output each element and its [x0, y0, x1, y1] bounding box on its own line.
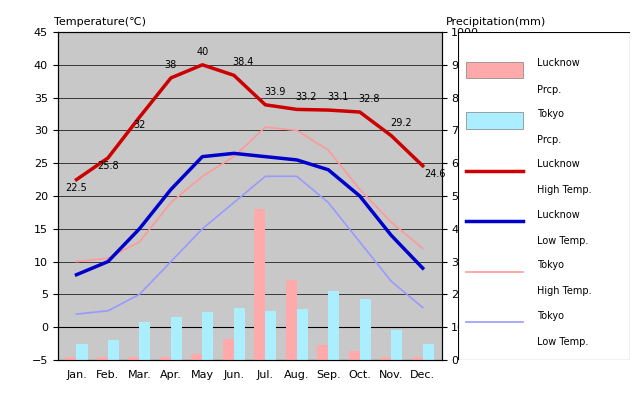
Text: 33.9: 33.9 — [264, 87, 285, 97]
Text: Prcp.: Prcp. — [537, 84, 561, 94]
Text: 24.6: 24.6 — [424, 169, 446, 179]
Text: High Temp.: High Temp. — [537, 286, 592, 296]
Bar — [129, 357, 140, 360]
Text: 32.8: 32.8 — [358, 94, 380, 104]
Text: Lucknow: Lucknow — [537, 58, 580, 68]
Bar — [422, 344, 434, 360]
Text: 32: 32 — [133, 120, 146, 130]
Text: Precipitation(mm): Precipitation(mm) — [445, 17, 546, 27]
Text: 22.5: 22.5 — [66, 183, 88, 193]
Bar — [65, 357, 77, 360]
Bar — [391, 330, 403, 360]
Text: Low Temp.: Low Temp. — [537, 236, 588, 246]
Bar — [223, 339, 234, 360]
Text: Tokyo: Tokyo — [537, 260, 564, 270]
Bar — [77, 344, 88, 360]
FancyBboxPatch shape — [466, 62, 524, 78]
Bar — [360, 299, 371, 360]
Bar — [202, 312, 213, 360]
Bar — [234, 308, 245, 360]
FancyBboxPatch shape — [466, 112, 524, 128]
Text: 38: 38 — [164, 60, 177, 70]
Bar — [191, 354, 202, 360]
Text: Temperature(℃): Temperature(℃) — [54, 17, 146, 27]
Text: Low Temp.: Low Temp. — [537, 337, 588, 347]
Text: 40: 40 — [196, 47, 209, 57]
Text: 33.1: 33.1 — [327, 92, 348, 102]
Text: 29.2: 29.2 — [390, 118, 412, 128]
Text: Lucknow: Lucknow — [537, 159, 580, 169]
Text: Tokyo: Tokyo — [537, 310, 564, 320]
Text: Tokyo: Tokyo — [537, 109, 564, 119]
Text: High Temp.: High Temp. — [537, 186, 592, 196]
Bar — [317, 345, 328, 360]
Text: Prcp.: Prcp. — [537, 135, 561, 145]
Bar — [171, 317, 182, 360]
Bar — [266, 311, 276, 360]
Text: 33.2: 33.2 — [296, 92, 317, 102]
Bar — [254, 209, 266, 360]
Bar — [97, 357, 108, 360]
Bar — [286, 280, 297, 360]
Bar — [349, 351, 360, 360]
Bar — [108, 340, 119, 360]
FancyBboxPatch shape — [458, 32, 630, 360]
Text: Lucknow: Lucknow — [537, 210, 580, 220]
Bar — [328, 291, 339, 360]
Bar — [380, 357, 391, 360]
Bar — [140, 322, 150, 360]
Bar — [412, 357, 422, 360]
Bar — [297, 309, 308, 360]
Bar — [160, 357, 171, 360]
Text: 38.4: 38.4 — [232, 58, 254, 68]
Text: 25.8: 25.8 — [97, 161, 119, 171]
